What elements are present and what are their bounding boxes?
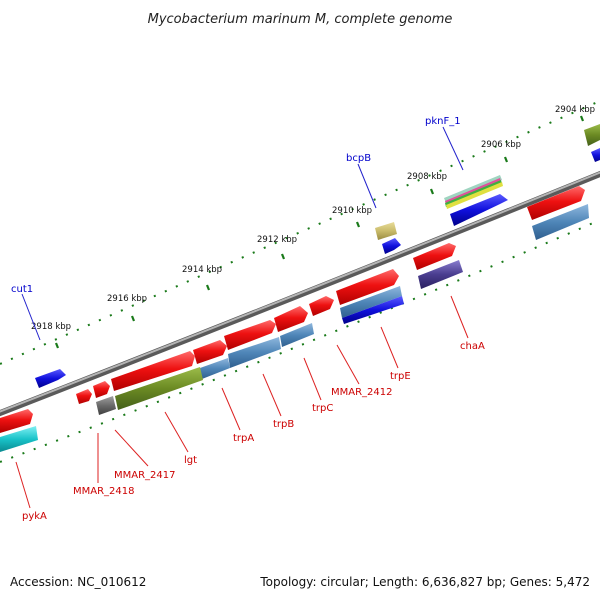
gene-trpE-blue[interactable] xyxy=(342,296,404,324)
gene-trpC-red[interactable] xyxy=(274,306,308,332)
gene-blue-2904[interactable] xyxy=(591,148,600,162)
tick-label-2908: 2908 kbp xyxy=(407,172,447,182)
major-ticks xyxy=(54,115,585,349)
gene-MMAR_2412-red[interactable] xyxy=(309,296,334,316)
gene-trpB-red[interactable] xyxy=(224,320,276,350)
tick-label-2912: 2912 kbp xyxy=(257,235,297,245)
red-leader-lines xyxy=(15,295,469,509)
gene-pykA-red[interactable] xyxy=(0,409,33,433)
inner-tick-ring xyxy=(0,219,600,463)
gene-red-right[interactable] xyxy=(527,186,585,220)
gene-trpC-steel[interactable] xyxy=(280,323,314,347)
gene-trpE-red[interactable] xyxy=(336,269,399,305)
gene-MMAR_2417-red[interactable] xyxy=(93,381,110,398)
tick-label-2916: 2916 kbp xyxy=(107,294,147,304)
gene-label-chaA[interactable]: chaA xyxy=(460,341,485,352)
gene-label-MMAR_2417[interactable]: MMAR_2417 xyxy=(114,470,176,481)
gene-chaA-red[interactable] xyxy=(413,243,456,270)
gene-trpA-red[interactable] xyxy=(193,340,227,364)
gene-MMAR_2417-gray[interactable] xyxy=(96,396,116,415)
gene-label-trpA[interactable]: trpA xyxy=(233,433,254,444)
tick-label-2906: 2906 kbp xyxy=(481,140,521,150)
gene-label-pknF_1[interactable]: pknF_1 xyxy=(425,116,461,127)
gene-MMAR_2418-red[interactable] xyxy=(76,389,92,404)
map-title: Mycobacterium marinum M, complete genome xyxy=(148,12,453,27)
gene-label-pykA[interactable]: pykA xyxy=(22,511,47,522)
gene-label-lgt[interactable]: lgt xyxy=(184,455,197,466)
gene-label-MMAR_2418[interactable]: MMAR_2418 xyxy=(73,486,135,497)
gene-steel-right[interactable] xyxy=(532,204,589,240)
gene-lgt-olive[interactable] xyxy=(115,367,203,410)
topology-text: Topology: circular; Length: 6,636,827 bp… xyxy=(259,575,590,589)
gene-pykA-cyan[interactable] xyxy=(0,426,38,452)
gene-pknF_1-stripes[interactable] xyxy=(444,175,503,209)
gene-lgt-red[interactable] xyxy=(111,351,195,391)
accession-text: Accession: NC_010612 xyxy=(10,575,146,589)
gene-bcpB-khaki[interactable] xyxy=(375,222,397,240)
gene-bcpB-arrow[interactable] xyxy=(382,238,401,254)
gene-label-trpB[interactable]: trpB xyxy=(273,419,294,430)
gene-label-trpE[interactable]: trpE xyxy=(390,371,411,382)
gene-trpE-steel[interactable] xyxy=(340,286,402,318)
gene-label-cut1[interactable]: cut1 xyxy=(11,284,33,295)
gene-chaA-purple[interactable] xyxy=(418,260,463,289)
blue-leader-lines xyxy=(21,126,464,341)
tick-label-2904: 2904 kbp xyxy=(555,105,595,115)
gene-label-trpC[interactable]: trpC xyxy=(312,403,333,414)
gene-pknF_1-block[interactable] xyxy=(450,194,508,226)
gene-olive-2904[interactable] xyxy=(584,124,600,146)
gene-label-bcpB[interactable]: bcpB xyxy=(346,153,371,164)
gene-cut1-arrow[interactable] xyxy=(35,369,66,388)
gene-trpB-steel[interactable] xyxy=(228,337,281,368)
gene-trpA-steel[interactable] xyxy=(200,358,230,379)
tick-label-2914: 2914 kbp xyxy=(182,265,222,275)
genome-backbone xyxy=(0,170,600,417)
tick-label-2918: 2918 kbp xyxy=(31,322,71,332)
tick-label-2910: 2910 kbp xyxy=(332,206,372,216)
gene-label-MMAR_2412[interactable]: MMAR_2412 xyxy=(331,387,393,398)
